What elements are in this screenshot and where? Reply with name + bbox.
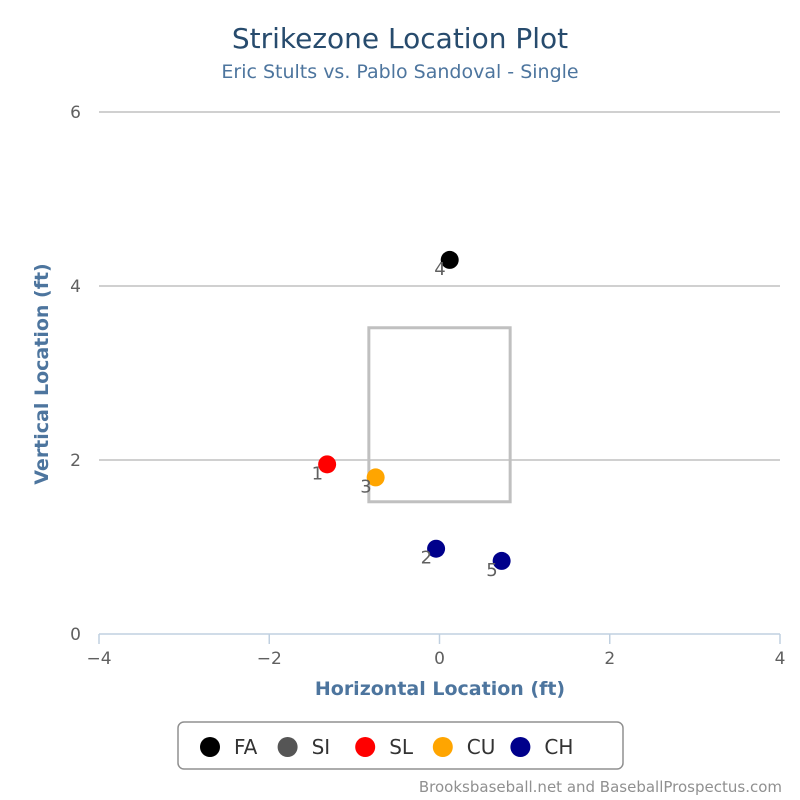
pitch-points: 4 1 3 2 5 <box>312 250 511 581</box>
legend-label: CH <box>544 735 573 759</box>
chart-title: Strikezone Location Plot <box>232 22 568 55</box>
y-tick-label: 0 <box>70 625 81 645</box>
x-tick-label: 4 <box>775 649 786 669</box>
y-tick-label: 2 <box>70 451 81 471</box>
pitch-point <box>318 455 337 474</box>
legend-marker <box>432 737 453 757</box>
y-tick-label: 4 <box>70 277 81 297</box>
strike-zone-box <box>367 326 512 504</box>
y-axis-title: Vertical Location (ft) <box>31 263 53 484</box>
legend-marker <box>355 737 376 757</box>
pitch-number-label: 4 <box>434 259 445 280</box>
gridlines <box>99 111 780 461</box>
pitch-point <box>440 250 459 269</box>
legend: FA SI SL CU CH <box>177 721 624 770</box>
pitch-number-label: 2 <box>421 548 432 569</box>
pitch-point <box>366 468 385 487</box>
credit-text: Brooksbaseball.net and BaseballProspectu… <box>419 778 782 796</box>
y-axis-ticks: 0 2 4 6 <box>70 103 81 645</box>
pitch-number-label: 1 <box>312 463 323 484</box>
x-axis-ticks: −4 −2 0 2 4 <box>86 634 785 669</box>
pitch-point <box>492 551 511 570</box>
pitch-number-label: 5 <box>486 560 497 581</box>
pitch-point <box>427 539 446 558</box>
x-tick-label: 2 <box>604 649 615 669</box>
legend-marker <box>200 737 220 757</box>
legend-box <box>177 721 624 770</box>
legend-marker <box>510 737 531 757</box>
chart-subtitle: Eric Stults vs. Pablo Sandoval - Single <box>221 61 578 83</box>
legend-label: CU <box>467 735 496 759</box>
legend-marker <box>277 737 298 757</box>
x-tick-label: −4 <box>86 649 111 669</box>
y-tick-label: 6 <box>70 103 81 123</box>
x-tick-label: −2 <box>257 649 282 669</box>
legend-label: SL <box>389 735 414 759</box>
x-axis-title: Horizontal Location (ft) <box>315 678 565 700</box>
pitch-number-label: 3 <box>360 476 371 497</box>
legend-label: FA <box>234 735 258 759</box>
x-tick-label: 0 <box>434 649 445 669</box>
legend-label: SI <box>312 735 331 759</box>
